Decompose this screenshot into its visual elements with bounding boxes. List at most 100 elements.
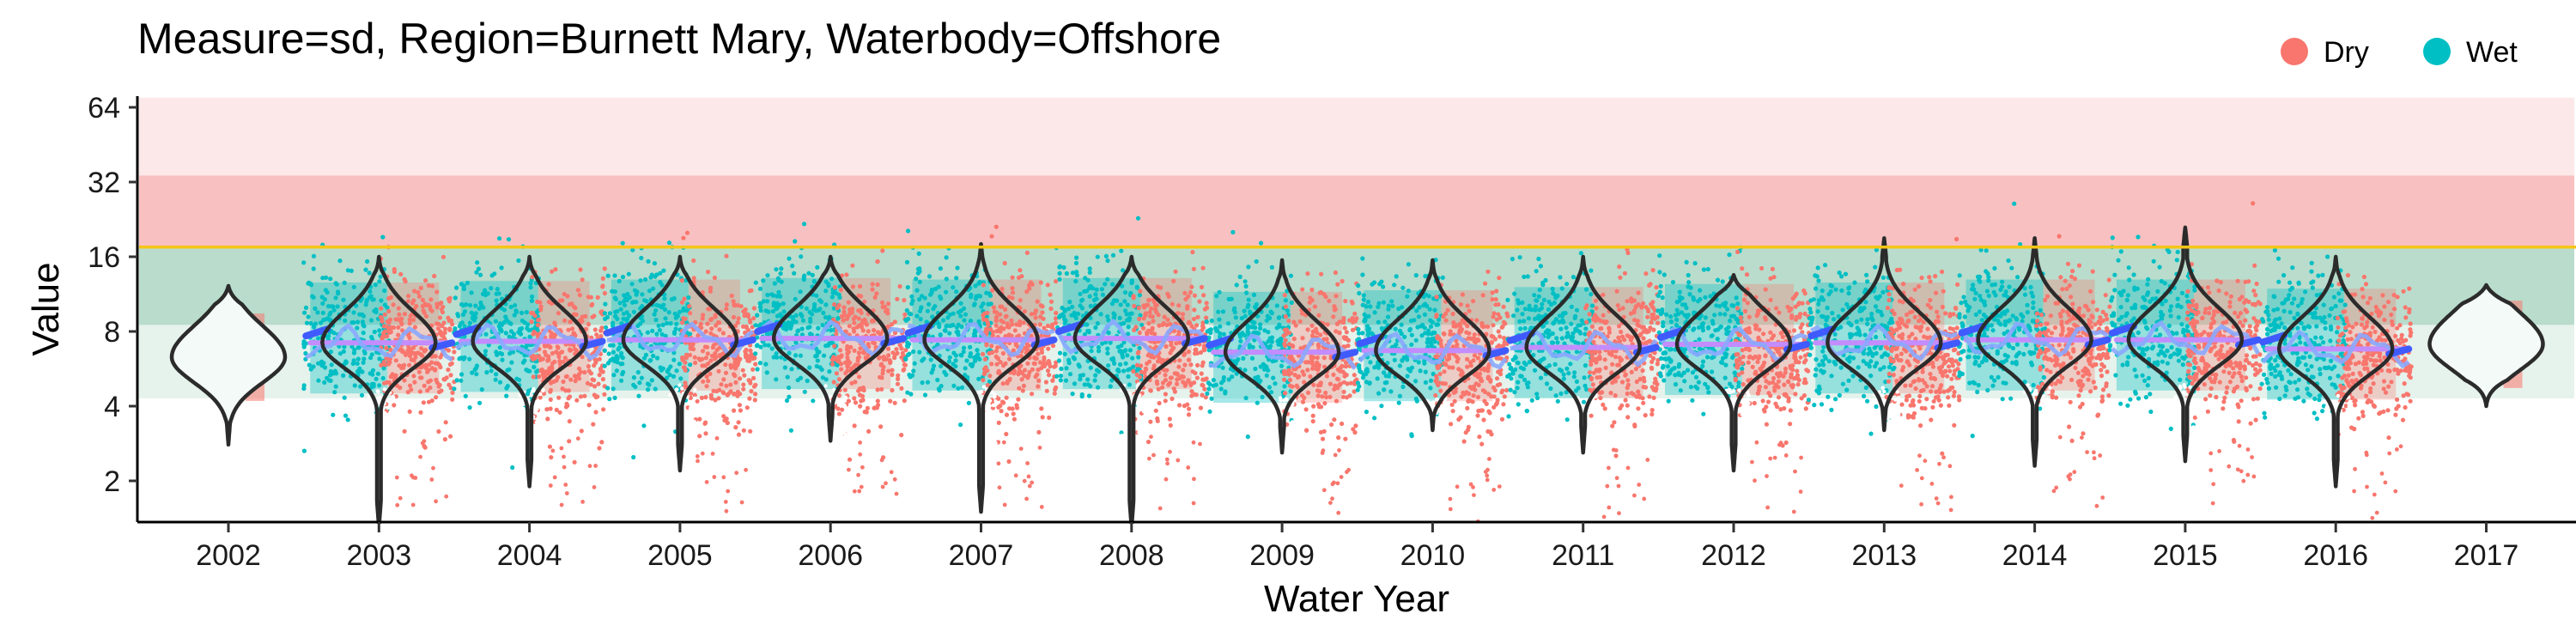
dry-point — [753, 392, 758, 397]
wet-point — [477, 306, 482, 311]
wet-point — [1253, 304, 1258, 309]
wet-point — [986, 301, 991, 307]
wet-point — [1106, 363, 1111, 368]
dry-point — [1050, 343, 1056, 349]
dry-point — [684, 230, 690, 235]
wet-point — [908, 312, 914, 317]
wet-point — [303, 305, 309, 310]
dry-point — [994, 361, 999, 367]
dry-point — [1018, 298, 1023, 303]
dry-point — [1327, 298, 1332, 304]
dry-point — [700, 316, 705, 321]
wet-point — [1285, 308, 1290, 313]
wet-point — [1054, 374, 1060, 379]
wet-point — [1093, 292, 1098, 297]
dry-point — [437, 315, 443, 320]
wet-point — [931, 363, 937, 368]
wet-point — [947, 355, 952, 360]
wet-point — [954, 325, 959, 330]
dry-point — [1006, 356, 1012, 361]
wet-point — [958, 301, 963, 306]
dry-point — [427, 362, 432, 368]
dry-point — [708, 317, 714, 322]
dry-point — [1281, 333, 1286, 338]
low-point — [972, 462, 977, 466]
dry-point — [1171, 386, 1176, 392]
dry-point — [703, 395, 708, 400]
wet-point — [1213, 382, 1218, 387]
dry-point — [1038, 314, 1043, 319]
dry-point — [705, 351, 710, 356]
wet-point — [639, 375, 645, 380]
dry-point — [1154, 379, 1159, 384]
dry-point — [902, 362, 907, 368]
wet-point — [1125, 353, 1130, 358]
wet-point — [462, 324, 467, 329]
wet-point — [1127, 382, 1132, 387]
dry-point — [1188, 289, 1194, 295]
dry-point — [1342, 325, 1347, 331]
wet-point — [1129, 280, 1134, 286]
dry-point — [1141, 325, 1146, 331]
low-point — [842, 435, 847, 440]
wet-point — [371, 384, 376, 389]
dry-point — [1182, 290, 1188, 295]
wet-point — [337, 258, 343, 264]
wet-point — [611, 323, 616, 329]
dry-point — [846, 300, 851, 305]
dry-point — [706, 270, 711, 275]
wet-point — [772, 281, 778, 286]
wet-point — [1074, 272, 1079, 278]
wet-point — [517, 329, 523, 334]
wet-point — [1366, 313, 1371, 319]
dry-point — [1305, 271, 1310, 276]
wet-point — [823, 377, 829, 382]
wet-point — [657, 328, 663, 333]
dry-point — [836, 355, 841, 361]
dry-point — [438, 355, 443, 360]
dry-point — [569, 301, 574, 307]
low-point — [669, 455, 674, 459]
dry-point — [1200, 382, 1205, 387]
dry-point — [1009, 318, 1014, 323]
dry-outlier — [431, 465, 435, 471]
low-point — [829, 456, 833, 461]
dry-point — [703, 329, 708, 334]
wet-point — [781, 309, 787, 314]
dry-outlier — [744, 467, 748, 472]
wet-point — [352, 383, 357, 388]
wet-point — [1125, 302, 1130, 307]
wet-point — [519, 325, 525, 331]
wet-point — [1264, 373, 1269, 378]
points-2006 — [753, 222, 908, 496]
dry-point — [586, 368, 592, 374]
wet-point — [1098, 312, 1103, 317]
wet-point — [524, 310, 529, 315]
dry-point — [420, 297, 425, 302]
dry-point — [748, 354, 753, 360]
wet-point — [1110, 252, 1116, 258]
wet-point — [1240, 331, 1245, 336]
wet-point — [1249, 355, 1255, 361]
dry-point — [548, 387, 554, 392]
dry-point — [721, 414, 726, 419]
wet-point — [665, 375, 670, 380]
dry-outlier — [726, 489, 731, 494]
low-point — [1279, 484, 1284, 489]
dry-point — [724, 253, 729, 258]
dry-point — [1036, 429, 1042, 434]
dry-point — [1004, 431, 1009, 437]
dry-outlier — [721, 475, 726, 480]
wet-point — [1256, 331, 1261, 336]
wet-point — [529, 298, 535, 303]
dry-point — [450, 322, 455, 327]
wet-point — [912, 361, 917, 366]
wet-point — [1413, 337, 1419, 343]
dry-point — [595, 295, 600, 300]
dry-point — [1335, 386, 1340, 391]
wet-point — [1399, 322, 1404, 327]
wet-point — [1267, 336, 1273, 341]
wet-point — [473, 303, 478, 308]
dry-point — [387, 327, 392, 332]
dry-point — [700, 356, 705, 361]
